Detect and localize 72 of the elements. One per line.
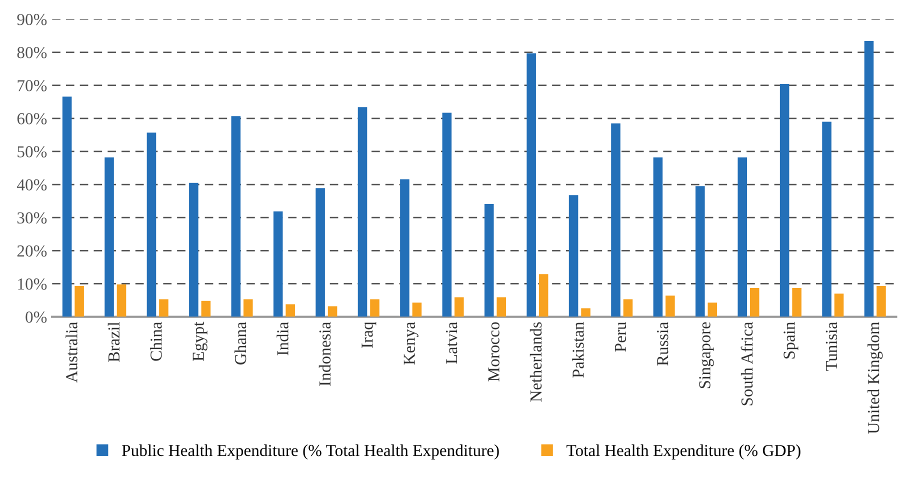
bar: [792, 288, 802, 317]
bar: [708, 302, 718, 317]
x-tick-label: Netherlands: [530, 322, 542, 402]
bar: [653, 157, 663, 317]
bar: [834, 294, 844, 317]
bar: [412, 302, 422, 317]
x-tick-label: Peru: [614, 322, 626, 352]
x-tick-label: Egypt: [192, 322, 208, 361]
bar: [666, 296, 675, 317]
bar: [581, 308, 590, 317]
bar: [243, 299, 253, 317]
x-tick-label: Tunisia: [826, 322, 838, 371]
bar: [611, 123, 620, 317]
bar: [454, 297, 464, 317]
bar: [822, 122, 832, 317]
bar: [146, 132, 156, 317]
bar: [568, 195, 578, 317]
x-tick-label: Brazil: [108, 322, 120, 362]
bar: [876, 286, 886, 317]
x-tick-label: Pakistan: [572, 322, 584, 378]
bar: [159, 299, 168, 317]
bar: [623, 299, 633, 317]
legend-label: Total Health Expenditure (% GDP): [566, 444, 800, 460]
bar: [442, 112, 452, 317]
bar: [864, 41, 874, 317]
bar: [484, 204, 494, 317]
x-tick-label: Ghana: [234, 322, 246, 364]
bar: [62, 96, 72, 317]
bar: [750, 288, 760, 317]
x-tick-label: United Kingdom: [868, 322, 883, 434]
x-tick-label: Russia: [657, 322, 668, 366]
bar: [358, 107, 368, 317]
y-tick-label: 10%: [18, 278, 47, 290]
bar: [231, 116, 241, 317]
bar: [316, 188, 325, 317]
bar: [104, 157, 114, 317]
y-tick-label: 90%: [17, 14, 47, 26]
y-tick-label: 70%: [18, 80, 47, 92]
y-tick-label: 30%: [17, 212, 47, 224]
y-tick-label: 40%: [17, 179, 47, 191]
bar: [74, 286, 84, 317]
bar: [116, 284, 126, 317]
bar: [273, 211, 283, 317]
bar: [328, 306, 338, 317]
y-tick-label: 50%: [18, 146, 47, 158]
bar: [189, 182, 198, 317]
x-tick-label: China: [150, 322, 162, 361]
x-tick-label: Iraq: [362, 322, 376, 348]
bar: [780, 84, 790, 317]
x-tick-label: Latvia: [446, 322, 458, 364]
bar: [201, 300, 211, 317]
x-tick-label: Indonesia: [318, 322, 331, 386]
bar: [696, 186, 705, 317]
x-tick-label: Kenya: [404, 322, 418, 365]
y-tick-label: 80%: [17, 46, 47, 58]
x-tick-label: South Africa: [740, 322, 753, 406]
y-tick-label: 60%: [17, 113, 47, 124]
x-tick-label: India: [276, 322, 288, 356]
x-tick-label: Australia: [66, 322, 78, 383]
bar: [538, 274, 548, 317]
bar: [286, 304, 295, 317]
x-tick-label: Singapore: [699, 322, 714, 388]
bar: [370, 299, 380, 317]
bar: [496, 297, 506, 317]
x-tick-label: Morocco: [488, 322, 500, 382]
y-tick-label: 0%: [26, 312, 47, 323]
bar: [526, 53, 536, 317]
bar: [400, 179, 410, 317]
y-tick-label: 20%: [17, 245, 47, 257]
bar: [738, 157, 748, 317]
legend-label: Public Health Expenditure (% Total Health Expenditure): [122, 444, 499, 460]
x-tick-label: Spain: [784, 322, 798, 359]
